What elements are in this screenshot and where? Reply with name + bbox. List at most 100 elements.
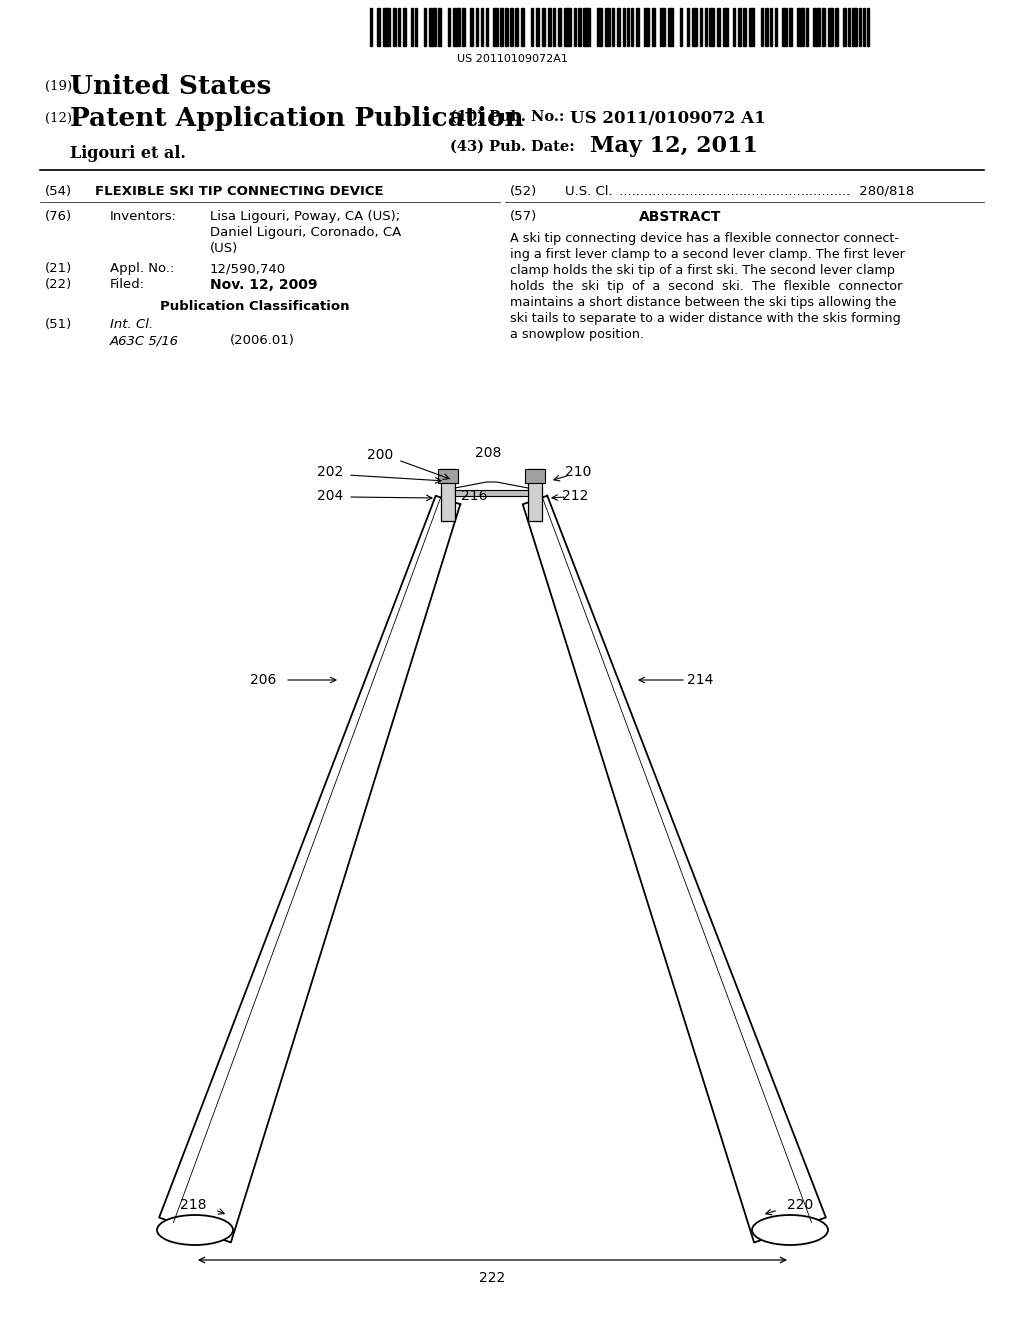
Bar: [705, 8, 707, 46]
Bar: [668, 8, 673, 46]
Bar: [536, 8, 539, 46]
Text: 220: 220: [786, 1199, 813, 1212]
Text: Ligouri et al.: Ligouri et al.: [70, 145, 186, 162]
Bar: [790, 8, 792, 46]
Bar: [848, 8, 850, 46]
Bar: [424, 8, 426, 46]
Bar: [761, 8, 763, 46]
Bar: [441, 469, 455, 521]
Bar: [481, 8, 483, 46]
Bar: [515, 8, 518, 46]
Text: 206: 206: [250, 673, 276, 686]
Bar: [476, 8, 478, 46]
Text: (US): (US): [210, 242, 239, 255]
Bar: [449, 8, 450, 46]
Text: (76): (76): [45, 210, 72, 223]
Text: ........................................................: ........................................…: [615, 185, 850, 198]
Bar: [605, 8, 610, 46]
Text: Publication Classification: Publication Classification: [160, 300, 350, 313]
Bar: [660, 8, 665, 46]
Bar: [383, 8, 390, 46]
Text: (57): (57): [510, 210, 538, 223]
Bar: [723, 8, 728, 46]
Bar: [377, 8, 380, 46]
Ellipse shape: [157, 1214, 233, 1245]
Bar: [612, 8, 614, 46]
Bar: [835, 8, 838, 46]
Bar: [782, 8, 787, 46]
Bar: [578, 8, 581, 46]
Text: (54): (54): [45, 185, 72, 198]
Bar: [597, 8, 602, 46]
Text: Int. Cl.: Int. Cl.: [110, 318, 154, 331]
Ellipse shape: [752, 1214, 828, 1245]
Bar: [553, 8, 555, 46]
Bar: [749, 8, 754, 46]
Polygon shape: [522, 496, 826, 1242]
Text: (21): (21): [45, 261, 73, 275]
Text: US 2011/0109072 A1: US 2011/0109072 A1: [570, 110, 766, 127]
Bar: [797, 8, 804, 46]
Bar: [863, 8, 865, 46]
Bar: [738, 8, 741, 46]
Bar: [631, 8, 633, 46]
Text: 202: 202: [316, 465, 343, 479]
Bar: [765, 8, 768, 46]
Bar: [692, 8, 697, 46]
Bar: [548, 8, 551, 46]
Text: Filed:: Filed:: [110, 279, 145, 290]
Text: 212: 212: [562, 488, 588, 503]
Bar: [438, 8, 441, 46]
Text: 200: 200: [367, 447, 393, 462]
Bar: [429, 8, 436, 46]
Bar: [415, 8, 417, 46]
Bar: [717, 8, 720, 46]
Text: 222: 222: [479, 1271, 505, 1284]
Bar: [828, 8, 833, 46]
Bar: [453, 8, 460, 46]
Bar: [521, 8, 524, 46]
Bar: [680, 8, 682, 46]
Bar: [574, 8, 575, 46]
Text: 216: 216: [461, 488, 487, 503]
Text: A ski tip connecting device has a flexible connector connect-: A ski tip connecting device has a flexib…: [510, 232, 899, 246]
Text: ski tails to separate to a wider distance with the skis forming: ski tails to separate to a wider distanc…: [510, 312, 901, 325]
Text: ABSTRACT: ABSTRACT: [639, 210, 721, 224]
Text: a snowplow position.: a snowplow position.: [510, 327, 644, 341]
Bar: [525, 469, 545, 483]
Text: 214: 214: [687, 673, 713, 686]
Text: Nov. 12, 2009: Nov. 12, 2009: [210, 279, 317, 292]
Bar: [398, 8, 400, 46]
Text: holds  the  ski  tip  of  a  second  ski.  The  flexible  connector: holds the ski tip of a second ski. The f…: [510, 280, 902, 293]
Bar: [583, 8, 590, 46]
Bar: [411, 8, 413, 46]
Text: May 12, 2011: May 12, 2011: [590, 135, 758, 157]
Bar: [393, 8, 396, 46]
Text: (22): (22): [45, 279, 73, 290]
Bar: [617, 8, 620, 46]
Text: (12): (12): [45, 112, 72, 125]
Bar: [770, 8, 772, 46]
Bar: [403, 8, 406, 46]
Bar: [636, 8, 639, 46]
Bar: [462, 8, 465, 46]
Bar: [743, 8, 746, 46]
Text: 280/818: 280/818: [855, 185, 914, 198]
Bar: [627, 8, 629, 46]
Bar: [558, 8, 561, 46]
Text: Patent Application Publication: Patent Application Publication: [70, 106, 523, 131]
Text: (2006.01): (2006.01): [230, 334, 295, 347]
Bar: [822, 8, 825, 46]
Text: FLEXIBLE SKI TIP CONNECTING DEVICE: FLEXIBLE SKI TIP CONNECTING DEVICE: [95, 185, 384, 198]
Text: (52): (52): [510, 185, 538, 198]
Bar: [438, 469, 458, 483]
Text: (19): (19): [45, 81, 72, 92]
Bar: [843, 8, 846, 46]
Text: A63C 5/16: A63C 5/16: [110, 334, 179, 347]
Bar: [652, 8, 655, 46]
Bar: [531, 8, 534, 46]
Bar: [733, 8, 735, 46]
Bar: [867, 8, 869, 46]
Text: 208: 208: [475, 446, 501, 459]
Bar: [813, 8, 820, 46]
